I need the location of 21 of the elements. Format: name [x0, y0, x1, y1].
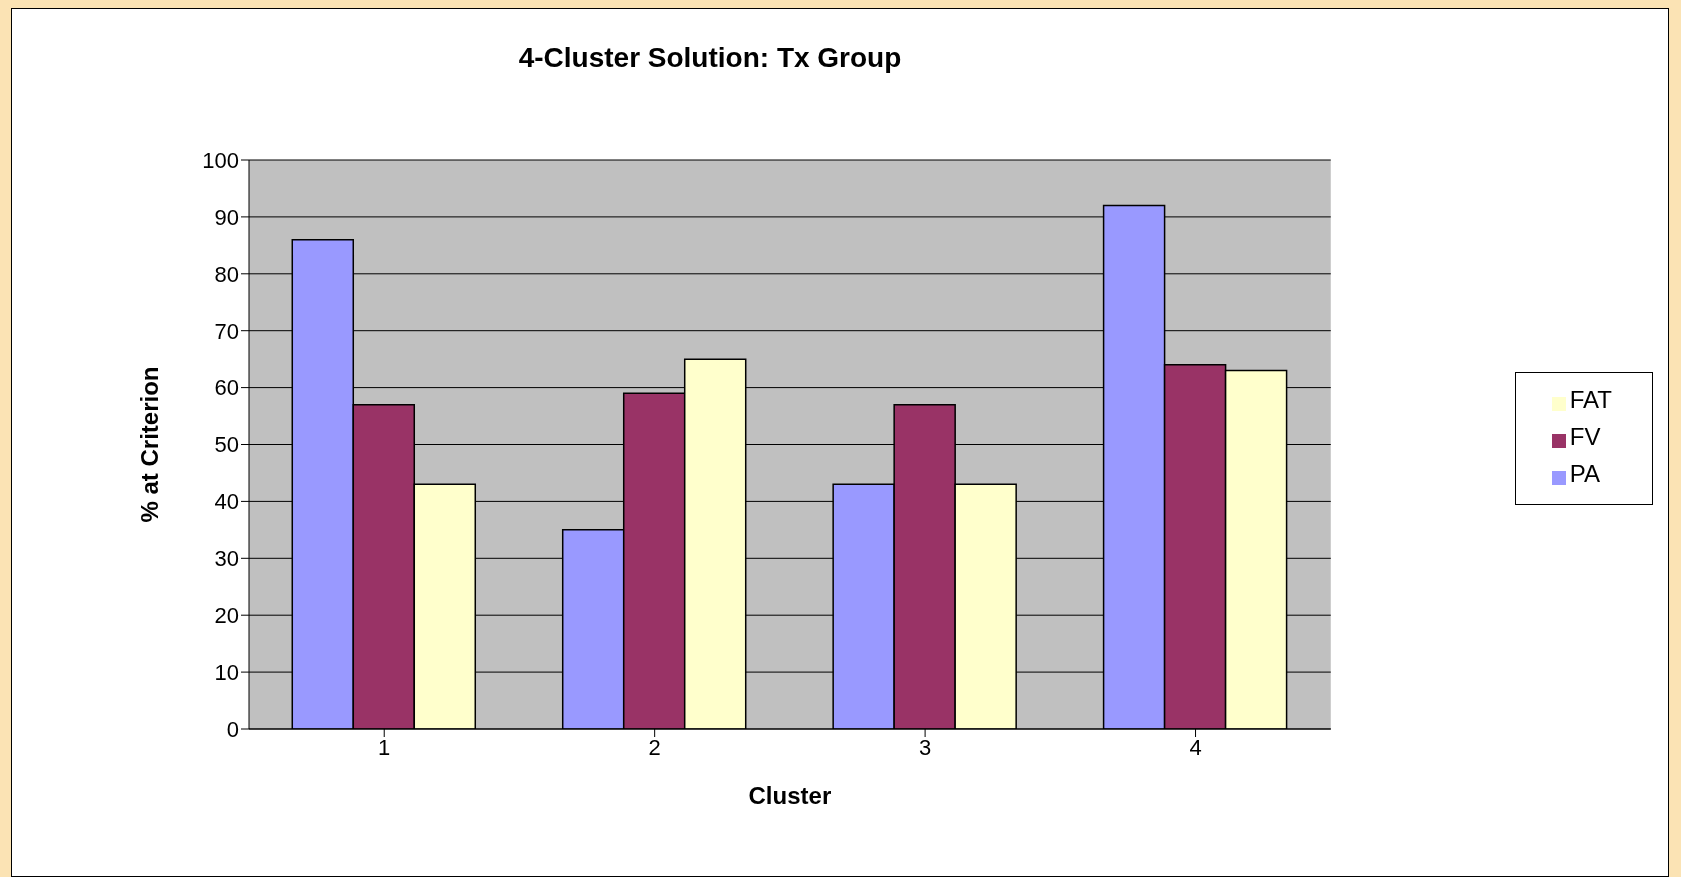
y-tick-label: 60 [214, 375, 239, 401]
y-tick-label: 50 [214, 432, 239, 458]
x-tick-label: 4 [1189, 734, 1202, 760]
x-tick-label: 3 [918, 734, 932, 760]
y-tick-label: 40 [214, 489, 239, 515]
legend-label: FAT [1569, 386, 1612, 413]
x-axis-title: Cluster [748, 782, 832, 809]
chart-title: 4-Cluster Solution: Tx Group [517, 42, 903, 74]
x-tick-label: 1 [378, 734, 391, 760]
y-tick-label: 80 [214, 261, 239, 287]
y-tick-label: 20 [214, 603, 239, 629]
legend-label: PA [1569, 460, 1600, 487]
y-tick-label: 90 [214, 204, 239, 230]
y-tick-label: 30 [214, 546, 239, 572]
y-tick-label: 10 [214, 659, 239, 685]
legend-label: FV [1569, 423, 1601, 450]
y-tick-label: 0 [226, 716, 239, 742]
y-axis-title: % at Criterion [135, 366, 163, 523]
x-tick-label: 2 [648, 734, 661, 760]
y-tick-label: 70 [214, 318, 239, 344]
y-tick-label: 100 [202, 147, 239, 173]
